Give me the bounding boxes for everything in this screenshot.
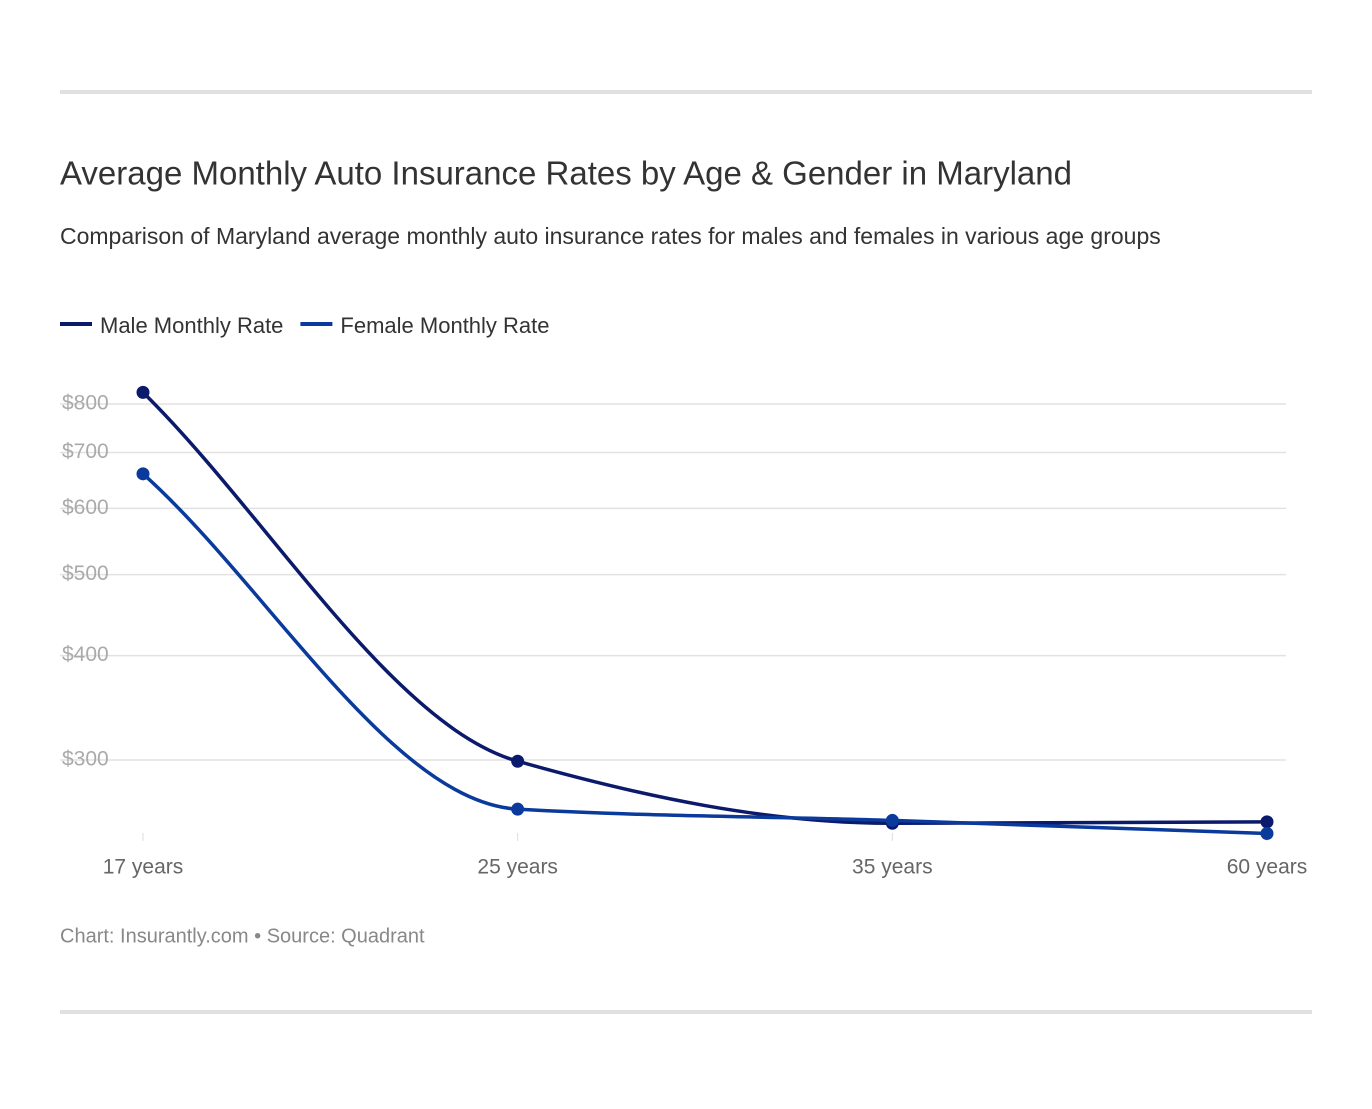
- data-point: [1260, 815, 1274, 829]
- x-tick-label: 60 years: [1227, 856, 1308, 879]
- series-line: [141, 391, 1268, 826]
- data-point: [511, 754, 525, 768]
- data-point: [1260, 827, 1274, 841]
- top-rule: [60, 90, 1312, 94]
- y-tick-label: $400: [62, 643, 109, 666]
- legend: Male Monthly Rate Female Monthly Rate: [60, 313, 550, 338]
- y-tick-label: $500: [62, 562, 109, 585]
- y-tick-label: $700: [62, 440, 109, 463]
- x-tick-label: 35 years: [852, 856, 933, 879]
- data-point: [885, 813, 899, 827]
- bottom-rule: [60, 1010, 1312, 1014]
- legend-label: Female Monthly Rate: [340, 313, 549, 338]
- y-tick-label: $300: [62, 748, 109, 771]
- y-tick-label: $800: [62, 392, 109, 415]
- chart-subtitle: Comparison of Maryland average monthly a…: [60, 223, 1161, 249]
- x-tick-label: 25 years: [477, 856, 558, 879]
- legend-label: Male Monthly Rate: [100, 313, 283, 338]
- x-tick-label: 17 years: [103, 856, 184, 879]
- chart-title: Average Monthly Auto Insurance Rates by …: [60, 155, 1072, 192]
- data-point: [136, 385, 150, 399]
- series-line: [141, 472, 1268, 836]
- data-point: [511, 802, 525, 816]
- footer: Chart: Insurantly.com • Source: Quadrant: [60, 925, 425, 947]
- y-tick-label: $600: [62, 496, 109, 519]
- data-point: [136, 467, 150, 481]
